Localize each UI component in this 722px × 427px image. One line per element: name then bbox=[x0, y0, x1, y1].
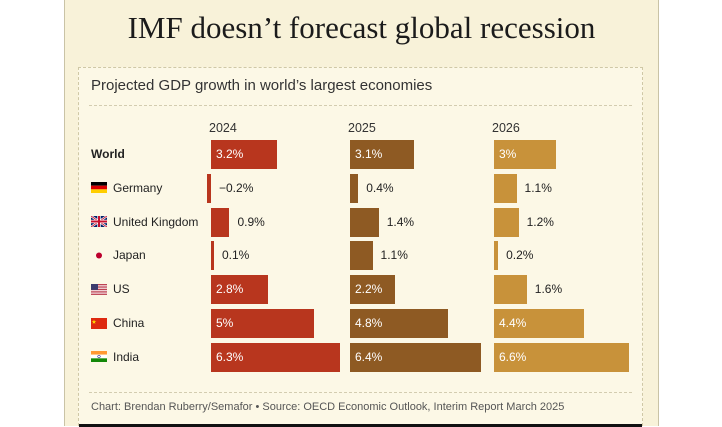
germany-flag-icon bbox=[91, 182, 107, 194]
uk-flag-icon bbox=[90, 215, 108, 229]
row-label-india: India bbox=[91, 342, 139, 372]
bar-united-kingdom-2024 bbox=[211, 207, 230, 237]
value-label-germany-2024: −0.2% bbox=[219, 180, 254, 195]
row-label-china: China bbox=[91, 308, 144, 338]
value-label-japan-2024: 0.1% bbox=[222, 248, 250, 263]
headline: IMF doesn’t forecast global recession bbox=[127, 10, 596, 45]
bar-us-2025 bbox=[350, 275, 396, 305]
column-header-2025: 2025 bbox=[348, 121, 376, 135]
bar-world-2025 bbox=[350, 140, 414, 169]
bar-us-2026 bbox=[494, 275, 527, 305]
value-label-china-2024: 5% bbox=[216, 316, 234, 330]
bar-world-2024 bbox=[211, 140, 277, 169]
bar-germany-2026 bbox=[494, 173, 517, 203]
divider-top bbox=[89, 105, 632, 106]
bar-japan-2026 bbox=[494, 241, 499, 271]
value-label-world-2024: 3.2% bbox=[216, 147, 244, 161]
value-label-india-2026: 6.6% bbox=[499, 349, 527, 364]
bar-india-2025 bbox=[350, 342, 482, 372]
row-label-us: US bbox=[91, 274, 130, 304]
value-label-china-2026: 4.4% bbox=[499, 316, 527, 330]
value-label-world-2025: 3.1% bbox=[355, 147, 383, 161]
bar-china-2026 bbox=[494, 309, 585, 338]
value-label-germany-2026: 1.1% bbox=[524, 180, 552, 195]
bar-world-2026 bbox=[494, 140, 556, 169]
row-label-united-kingdom: United Kingdom bbox=[90, 207, 199, 237]
chart-card: Projected GDP growth in world’s largest … bbox=[78, 67, 643, 427]
row-label-text: World bbox=[91, 147, 125, 161]
india-flag-icon bbox=[91, 351, 107, 363]
bar-germany-2024 bbox=[206, 173, 211, 203]
row-label-text: Japan bbox=[113, 248, 146, 263]
bar-germany-2025 bbox=[350, 173, 359, 203]
page-frame: IMF doesn’t forecast global recession Pr… bbox=[64, 0, 659, 427]
row-label-text: India bbox=[113, 349, 140, 364]
value-label-india-2024: 6.3% bbox=[216, 349, 244, 364]
column-header-2024: 2024 bbox=[209, 121, 237, 135]
value-label-india-2025: 6.4% bbox=[355, 349, 383, 364]
value-label-china-2025: 4.8% bbox=[355, 316, 383, 330]
bar-japan-2024 bbox=[211, 241, 214, 271]
row-label-world: World bbox=[91, 139, 125, 169]
row-label-text: United Kingdom bbox=[113, 214, 199, 229]
bar-china-2024 bbox=[211, 309, 314, 338]
divider-bottom bbox=[89, 392, 632, 393]
us-flag-icon bbox=[91, 283, 107, 295]
bar-india-2026 bbox=[494, 342, 630, 372]
value-label-united-kingdom-2024: 0.9% bbox=[237, 214, 265, 229]
row-label-text: Germany bbox=[113, 180, 163, 195]
bar-japan-2025 bbox=[350, 241, 373, 271]
chart-credit: Chart: Brendan Ruberry/Semafor • Source:… bbox=[91, 401, 565, 413]
chart-title: Projected GDP growth in world’s largest … bbox=[91, 77, 433, 94]
row-label-text: US bbox=[113, 282, 130, 297]
bar-india-2024 bbox=[211, 342, 341, 372]
bar-china-2025 bbox=[350, 309, 449, 338]
value-label-united-kingdom-2026: 1.2% bbox=[526, 214, 554, 229]
value-label-us-2024: 2.8% bbox=[216, 282, 244, 297]
value-label-us-2025: 2.2% bbox=[355, 282, 383, 297]
china-flag-icon bbox=[91, 317, 107, 329]
value-label-world-2026: 3% bbox=[499, 147, 517, 161]
value-label-japan-2026: 0.2% bbox=[506, 248, 534, 263]
column-header-2026: 2026 bbox=[492, 121, 520, 135]
japan-flag-icon bbox=[91, 249, 107, 261]
row-label-japan: Japan bbox=[91, 240, 146, 270]
value-label-united-kingdom-2025: 1.4% bbox=[386, 214, 415, 229]
row-label-text: China bbox=[113, 316, 145, 330]
bar-united-kingdom-2026 bbox=[494, 207, 519, 237]
row-label-germany: Germany bbox=[91, 173, 162, 203]
value-label-germany-2025: 0.4% bbox=[366, 180, 394, 195]
bar-us-2024 bbox=[211, 275, 269, 305]
value-label-us-2026: 1.6% bbox=[534, 282, 563, 297]
bar-united-kingdom-2025 bbox=[350, 207, 379, 237]
value-label-japan-2025: 1.1% bbox=[380, 248, 408, 263]
